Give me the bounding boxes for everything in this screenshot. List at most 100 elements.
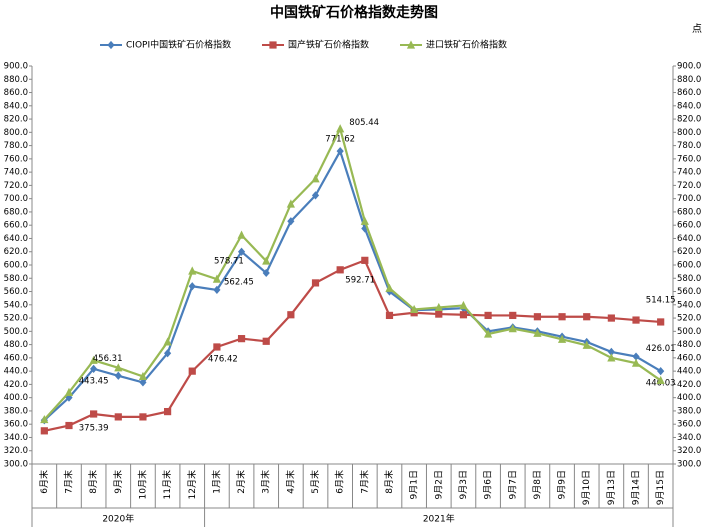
unit-label: 点 [692,23,702,35]
x-tick-label: 9月8日 [532,470,543,499]
marker [582,340,591,349]
data-label: 592.71 [345,275,375,285]
y-tick-label: 740.0 [4,168,28,178]
x-tick-label: 9月3日 [458,470,469,499]
marker [385,283,394,292]
y2-tick-label: 380.0 [677,406,701,416]
marker [237,335,246,343]
y2-tick-label: 900.0 [677,62,701,72]
x-tick-label: 9月2日 [433,470,444,499]
y2-tick-label: 440.0 [677,367,701,377]
marker [163,349,172,358]
x-tick-label: 12月末 [186,470,198,499]
y-tick-label: 680.0 [4,207,28,217]
y2-tick-label: 520.0 [677,314,701,324]
y2-tick-label: 820.0 [677,115,701,125]
marker [163,407,172,416]
marker [583,313,591,321]
marker [188,282,196,291]
series-line [44,258,661,432]
y-tick-label: 300.0 [4,460,28,470]
marker [65,421,73,430]
y-tick-label: 900.0 [4,62,28,72]
marker [114,371,122,380]
marker [138,371,148,381]
marker [188,367,196,375]
x-tick-label: 3月末 [260,470,272,494]
x-tick-label: 11月末 [161,470,173,499]
y-tick-label: 420.0 [4,380,28,390]
marker [558,313,566,321]
y-tick-label: 380.0 [4,406,28,416]
marker [336,266,344,274]
x-tick-label: 8月末 [383,470,395,494]
y2-tick-label: 780.0 [677,141,701,151]
marker [434,302,443,312]
y2-tick-label: 480.0 [677,340,701,350]
marker [607,347,615,356]
marker [509,311,517,320]
y2-tick-label: 880.0 [677,75,701,85]
marker [213,285,221,295]
legend-label: CIOPI中国铁矿石价格指数 [126,39,231,51]
y-tick-label: 580.0 [4,274,28,284]
x-tick-label: 9月末 [112,470,124,494]
marker [40,427,48,435]
marker [657,318,665,326]
chart-title: 中国铁矿石价格指数走势图 [270,4,438,21]
y-tick-label: 520.0 [4,314,28,324]
y2-tick-label: 400.0 [677,393,701,403]
data-label: 375.39 [79,423,109,433]
y2-tick-label: 740.0 [677,168,701,178]
x-tick-label: 5月末 [309,470,321,494]
y2-tick-label: 460.0 [677,353,701,363]
marker [287,311,295,319]
marker [311,191,320,200]
x-tick-label: 7月末 [62,470,74,494]
marker [657,367,665,376]
legend-marker [107,40,115,50]
marker [64,387,74,396]
marker [311,279,320,287]
y-tick-label: 840.0 [4,101,28,111]
marker [237,230,246,239]
x-tick-label: 9月7日 [507,470,518,499]
y-tick-label: 440.0 [4,367,28,377]
legend-marker [406,40,416,49]
x-tick-label: 9月6日 [483,470,494,499]
y-tick-label: 360.0 [4,420,28,430]
x-tick-label: 6月末 [38,470,50,494]
marker [139,413,147,421]
data-label: 514.15 [646,295,676,305]
y-tick-label: 620.0 [4,247,28,257]
marker [89,355,98,364]
y-tick-label: 660.0 [4,221,28,231]
marker [459,300,468,310]
data-label: 426.01 [646,344,676,354]
y2-tick-label: 300.0 [677,460,701,470]
x-tick-label: 8月末 [87,470,99,494]
x-tick-label: 9月9日 [557,470,568,499]
y-tick-label: 640.0 [4,234,28,244]
marker [656,375,665,385]
marker [459,311,468,319]
y2-tick-label: 420.0 [677,380,701,390]
y-tick-label: 860.0 [4,88,28,98]
y-tick-label: 820.0 [4,115,28,125]
legend-marker [269,41,277,49]
x-tick-label: 9月13日 [606,470,617,505]
marker [311,174,320,183]
group-label: 2020年 [102,513,134,525]
legend-label: 国产铁矿石价格指数 [288,39,369,51]
y2-tick-label: 800.0 [677,128,701,138]
y2-tick-label: 500.0 [677,327,701,337]
y2-tick-label: 580.0 [677,274,701,284]
x-tick-label: 9月10日 [581,470,592,505]
y-tick-label: 480.0 [4,340,28,350]
y-tick-label: 880.0 [4,75,28,85]
marker [213,343,221,351]
group-label: 2021年 [423,513,455,525]
y-tick-label: 760.0 [4,154,28,164]
y-tick-label: 340.0 [4,433,28,443]
x-tick-label: 9月14日 [631,470,642,505]
